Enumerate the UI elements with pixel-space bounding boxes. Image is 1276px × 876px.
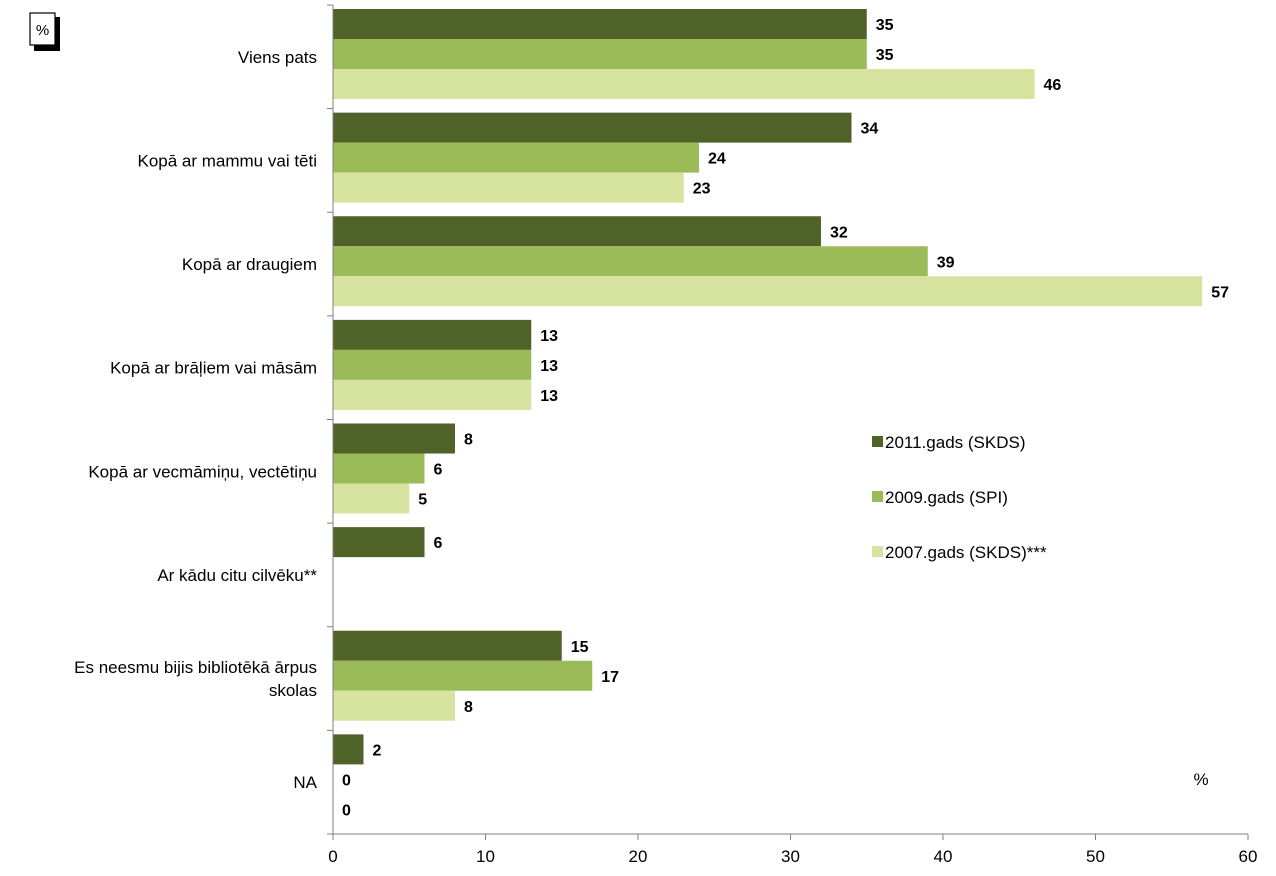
bar: [333, 349, 532, 380]
legend-swatch: [872, 491, 883, 502]
bar-value-label: 23: [693, 181, 711, 198]
x-axis-ticks: 0 10 20 30 40 50 60: [328, 834, 1257, 866]
bar: [333, 9, 867, 39]
bar-group: [333, 9, 1203, 765]
bar-value-label: 8: [464, 432, 473, 449]
bar: [333, 379, 532, 410]
x-tick-label: 50: [1086, 847, 1105, 866]
bar-value-label: 5: [418, 492, 427, 509]
bar: [333, 483, 410, 514]
category-label: Es neesmu bijis bibliotēkā ārpus skolas: [74, 658, 317, 700]
bar-value-label: 39: [937, 254, 955, 271]
bar: [333, 453, 425, 484]
category-label: Kopā ar vecmāmiņu, vectētiņu: [88, 462, 317, 481]
category-label-line: Kopā ar brāļiem vai māsām: [110, 359, 317, 378]
category-labels: Viens pats Kopā ar mammu vai tēti Kopā ar …: [74, 48, 318, 792]
x-tick-label: 40: [934, 847, 953, 866]
bar-value-label: 6: [434, 535, 443, 552]
category-label: Viens pats: [238, 48, 317, 67]
x-axis-label: %: [1193, 770, 1208, 789]
bar: [333, 276, 1203, 307]
legend: 2011.gads (SKDS) 2009.gads (SPI) 2007.gads…: [872, 433, 1047, 562]
bar: [333, 690, 455, 721]
category-label-line: skolas: [269, 681, 317, 700]
bar: [333, 246, 928, 277]
legend-swatch: [872, 436, 883, 447]
bar-value-label: 46: [1044, 77, 1062, 94]
category-label-line: Kopā ar vecmāmiņu, vectētiņu: [88, 462, 317, 481]
legend-swatch: [872, 546, 883, 557]
bar-value-label: 24: [708, 151, 726, 168]
bar: [333, 630, 562, 661]
bar: [333, 660, 593, 691]
y-axis-ticks: [327, 4, 333, 835]
bar-value-label: 15: [571, 639, 589, 656]
bar: [333, 112, 852, 143]
bar-value-label: 0: [342, 772, 351, 789]
category-label-line: Ar kādu citu cilvēku**: [157, 566, 317, 585]
bar-value-label: 0: [342, 802, 351, 819]
bar: [333, 172, 684, 203]
bar-value-label: 6: [434, 462, 443, 479]
bar-value-label: 13: [540, 388, 558, 405]
category-label: Kopā ar mammu vai tēti: [137, 151, 317, 170]
category-label-line: Es neesmu bijis bibliotēkā ārpus: [74, 658, 317, 677]
legend-label: 2009.gads (SPI): [885, 488, 1008, 507]
category-label-line: Kopā ar draugiem: [182, 255, 317, 274]
bar: [333, 319, 532, 350]
x-tick-label: 60: [1239, 847, 1258, 866]
x-tick-label: 20: [629, 847, 648, 866]
bar-value-label: 32: [830, 224, 848, 241]
category-label: Kopā ar draugiem: [182, 255, 317, 274]
bar-value-label: 2: [373, 742, 382, 759]
unit-badge: %: [29, 12, 60, 51]
bar-value-label: 35: [876, 17, 894, 34]
category-label-line: Kopā ar mammu vai tēti: [137, 151, 317, 170]
bar-value-label: 13: [540, 358, 558, 375]
bar-value-label: 13: [540, 328, 558, 345]
bar: [333, 69, 1035, 99]
category-label: Kopā ar brāļiem vai māsām: [110, 359, 317, 378]
x-tick-label: 0: [328, 847, 337, 866]
category-label: Ar kādu citu cilvēku**: [157, 566, 317, 585]
x-tick-label: 10: [476, 847, 495, 866]
bar-value-label: 8: [464, 699, 473, 716]
bar-value-label: 35: [876, 47, 894, 64]
bar: [333, 39, 867, 69]
bar: [333, 734, 364, 765]
legend-label: 2007.gads (SKDS)***: [885, 543, 1047, 562]
bar: [333, 423, 455, 454]
bar: [333, 142, 699, 173]
bar-value-label: 34: [861, 121, 879, 138]
unit-badge-text: %: [36, 22, 49, 39]
category-label-line: Viens pats: [238, 48, 317, 67]
bar: [333, 527, 425, 558]
category-label: NA: [293, 773, 317, 792]
bar: [333, 216, 821, 247]
legend-label: 2011.gads (SKDS): [885, 433, 1025, 452]
category-label-line: NA: [293, 773, 317, 792]
x-tick-label: 30: [781, 847, 800, 866]
bar-value-label: 57: [1211, 284, 1229, 301]
bar-value-label: 17: [601, 669, 619, 686]
